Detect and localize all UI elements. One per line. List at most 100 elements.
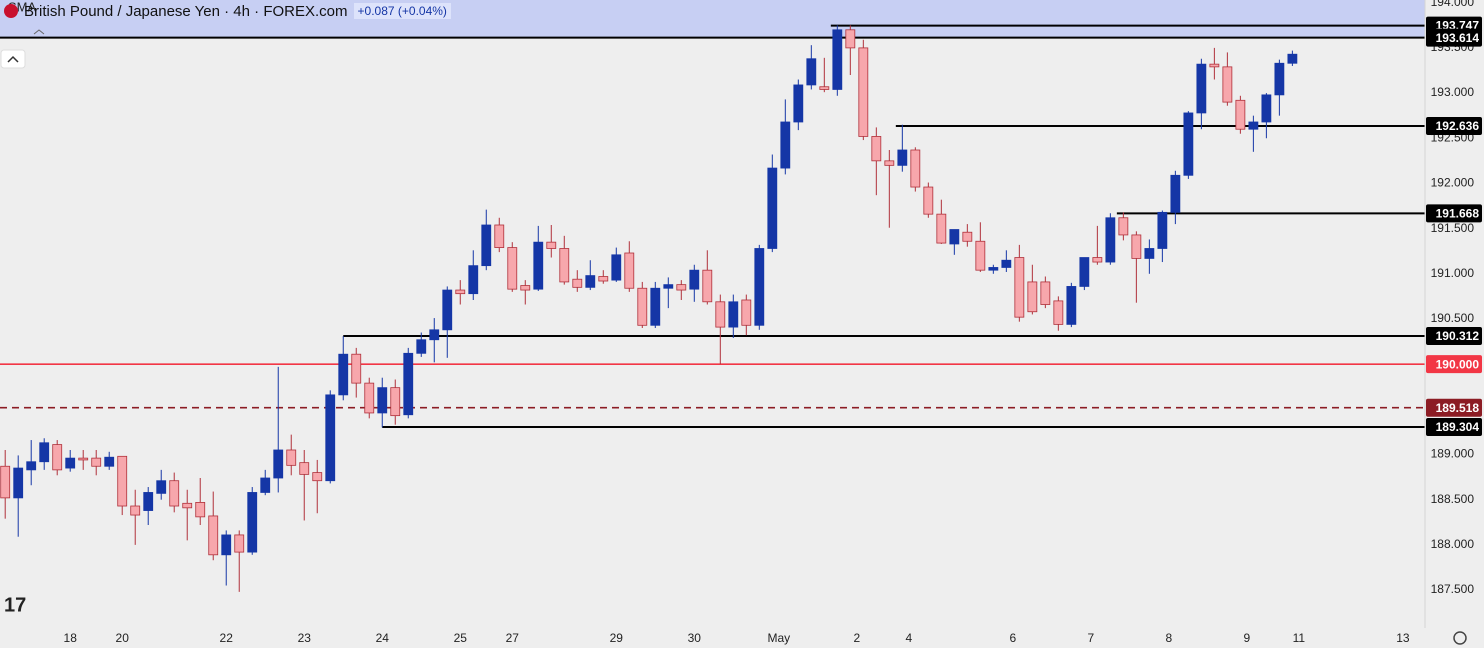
candle-body: [559, 248, 570, 283]
candle-body: [429, 329, 440, 341]
y-tick-label: 191.500: [1431, 221, 1475, 235]
candle-body: [767, 167, 778, 249]
y-tick-label: 187.500: [1431, 582, 1475, 596]
x-tick-label: 25: [454, 631, 468, 645]
candle-body: [533, 241, 544, 290]
candle-body: [78, 457, 89, 461]
candle-body: [832, 29, 843, 90]
candle-body: [689, 269, 700, 290]
candle-body: [416, 339, 427, 354]
candle-body: [637, 287, 648, 326]
candle-body: [1040, 281, 1051, 305]
candle-body: [598, 276, 609, 282]
candle-body: [130, 505, 141, 516]
flag-icon: [4, 4, 18, 18]
candle-body: [936, 213, 947, 244]
settings-icon[interactable]: [1453, 631, 1467, 645]
candle-body: [897, 149, 908, 166]
candle-body: [754, 248, 765, 326]
candle-body: [1105, 217, 1116, 263]
candle-body: [884, 160, 895, 166]
collapse-icon: [7, 55, 19, 63]
candle-body: [13, 467, 24, 499]
candle-body: [1170, 174, 1181, 213]
candle-body: [468, 265, 479, 295]
candle-body: [1287, 53, 1298, 64]
candle-body: [1209, 63, 1220, 68]
candle-body: [962, 231, 973, 242]
logo: 17: [4, 594, 26, 616]
y-tick-label: 188.500: [1431, 492, 1475, 506]
candle-body: [169, 480, 180, 507]
candle-body: [377, 387, 388, 414]
x-tick-label: 4: [905, 631, 912, 645]
candle-body: [728, 301, 739, 328]
candle-body: [546, 241, 557, 249]
y-tick-label: 192.000: [1431, 176, 1475, 190]
candle-body: [390, 387, 401, 417]
candle-body: [1092, 257, 1103, 263]
candle-body: [143, 492, 154, 511]
candle-body: [39, 442, 50, 463]
level-badge: [1426, 398, 1482, 417]
candle-body: [1235, 99, 1246, 130]
candle-body: [663, 284, 674, 289]
candle-body: [845, 29, 856, 49]
candle-body: [52, 444, 63, 471]
level-label: 191.668: [1436, 207, 1480, 221]
candle-body: [585, 275, 596, 288]
candle-body: [338, 353, 349, 396]
candle-body: [1014, 257, 1025, 318]
candle-body: [1196, 63, 1207, 114]
candle-body: [1248, 121, 1259, 130]
zone: [0, 0, 1425, 38]
candle-body: [1053, 300, 1064, 325]
candle-body: [806, 58, 817, 86]
symbol-title: British Pound / Japanese Yen · 4h · FORE…: [24, 2, 348, 20]
candle-body: [247, 492, 258, 553]
y-tick-label: 191.000: [1431, 266, 1475, 280]
candle-body: [676, 284, 687, 291]
price-change: +0.087 (+0.04%): [353, 3, 451, 19]
x-tick-label: May: [767, 631, 790, 645]
candle-body: [195, 501, 206, 518]
x-tick-label: 8: [1166, 631, 1173, 645]
candle-body: [871, 136, 882, 162]
candle-body: [780, 121, 791, 169]
candle-body: [182, 502, 193, 509]
x-tick-label: 11: [1293, 631, 1306, 645]
candle-body: [104, 456, 115, 467]
level-badge: [1426, 116, 1482, 135]
candle-body: [260, 477, 271, 493]
x-tick-label: 24: [376, 631, 390, 645]
candle-body: [208, 515, 219, 556]
candle-body: [403, 352, 414, 416]
level-badge: [1426, 418, 1482, 437]
candle-body: [741, 299, 752, 326]
candle-body: [117, 455, 128, 507]
candle-body: [65, 457, 76, 469]
eye-icon[interactable]: [33, 29, 45, 35]
candle-body: [1261, 94, 1272, 123]
candle-body: [325, 394, 336, 482]
candle-body: [624, 252, 635, 289]
candle-body: [650, 287, 661, 326]
level-label: 193.614: [1436, 31, 1480, 45]
level-label: 189.518: [1436, 401, 1480, 415]
candle-body: [1131, 234, 1142, 259]
y-tick-label: 188.000: [1431, 537, 1475, 551]
level-badge: [1426, 28, 1482, 47]
candle-body: [442, 289, 453, 331]
candle-body: [1144, 248, 1155, 259]
candle-body: [702, 269, 713, 303]
x-tick-label: 7: [1088, 631, 1095, 645]
collapse-button[interactable]: [0, 49, 26, 69]
candle-body: [1222, 66, 1233, 103]
y-tick-label: 190.500: [1431, 311, 1475, 325]
x-tick-label: 13: [1396, 631, 1410, 645]
level-badge: [1426, 204, 1482, 223]
candle-body: [507, 247, 518, 290]
candle-body: [715, 301, 726, 328]
